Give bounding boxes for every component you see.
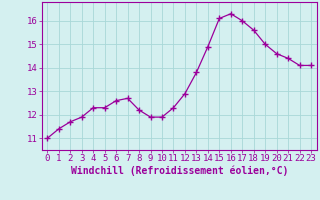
X-axis label: Windchill (Refroidissement éolien,°C): Windchill (Refroidissement éolien,°C): [70, 166, 288, 176]
